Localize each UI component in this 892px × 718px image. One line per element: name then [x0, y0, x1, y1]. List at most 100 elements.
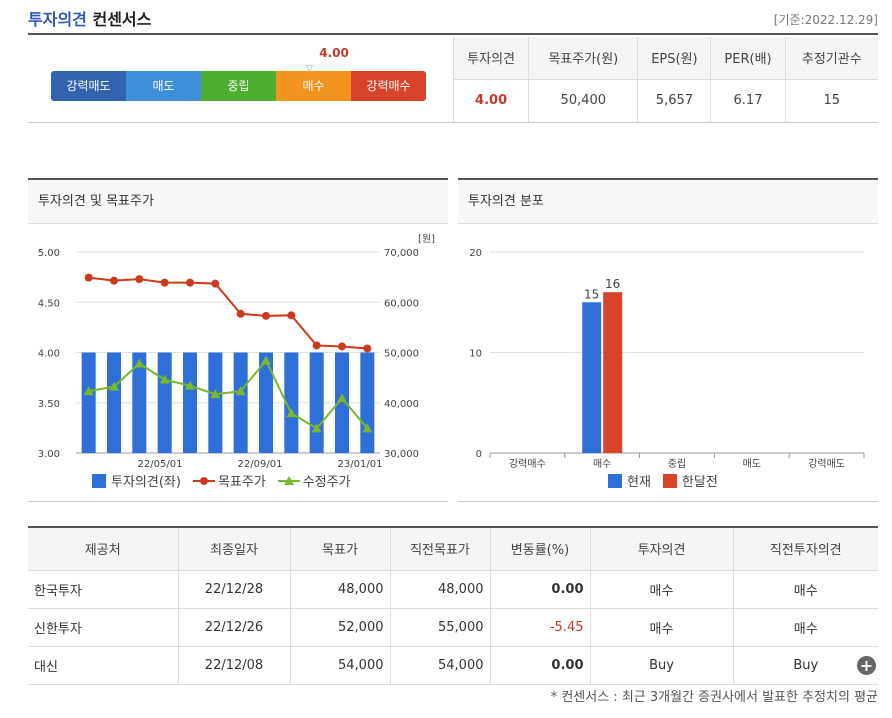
cell-firm: 신한투자 — [28, 608, 178, 647]
y-tick: 10 — [469, 349, 482, 360]
y-left-tick: 4.00 — [38, 349, 60, 360]
x-tick: 매도 — [743, 458, 761, 470]
adjusted-price-point — [109, 381, 119, 391]
section-title: 투자의견 컨센서스 — [28, 6, 151, 30]
title-rest: 컨센서스 — [92, 10, 152, 29]
chart-legend: 투자의견(좌) 목표주가 수정주가 — [92, 471, 351, 490]
cell-prev-opinion: 매수 — [732, 608, 878, 647]
table-col-header: 목표가 — [289, 527, 390, 571]
distribution-bar — [582, 302, 602, 453]
cell-target: 48,000 — [289, 570, 390, 609]
y-left-tick: 3.00 — [38, 449, 60, 460]
opinion-bar — [132, 352, 147, 453]
x-tick: 중립 — [668, 457, 686, 470]
title-highlight: 투자의견 — [28, 10, 87, 29]
cell-firm: 대신 — [28, 646, 178, 685]
opinion-bar — [107, 352, 121, 453]
opinion-bar — [233, 352, 248, 453]
cell-date: 22/12/28 — [177, 570, 290, 609]
cell-target: 52,000 — [289, 608, 390, 647]
legend-price: 수정주가 — [302, 475, 351, 490]
legend-prev-swatch — [662, 473, 677, 488]
target-price-point — [312, 341, 321, 350]
table-row: 한국투자 22/12/28 48,000 48,000 0.00 매수 매수 — [28, 570, 878, 609]
target-price-point — [338, 342, 346, 351]
opinion-distribution-chart: 20 10 0 강력매수 매수 15 16 중립 매도 강력매도 — [469, 248, 865, 470]
legend-opinion: 투자의견(좌) — [111, 475, 181, 490]
legend-prev: 한달전 — [681, 475, 718, 490]
adjusted-price-point — [311, 423, 322, 433]
opinion-distribution-panel: 투자의견 분포 20 10 0 강력매수 매수 15 16 중립 매도 강력매도 현재 한달전 — [458, 178, 878, 502]
legend-bar-swatch — [92, 473, 106, 488]
x-tick: 22/05/01 — [138, 459, 183, 470]
opinion-bar — [360, 352, 375, 453]
summary-col-header: 투자의견 — [452, 37, 529, 80]
opinion-scale: 강력매도 매도 중립 매수 강력매수 — [51, 71, 426, 101]
opinion-bar — [81, 352, 96, 453]
target-price-line — [88, 276, 368, 350]
score-marker-icon: ▽ — [306, 64, 313, 74]
cell-change: -5.45 — [489, 608, 590, 647]
target-price-point — [236, 309, 245, 318]
opinion-bar — [284, 352, 299, 453]
scale-segment: 매도 — [126, 71, 201, 101]
cell-change: 0.00 — [489, 570, 590, 609]
x-tick: 강력매수 — [509, 458, 546, 470]
table-col-header: 투자의견 — [589, 527, 733, 571]
target-price-point — [84, 273, 93, 282]
scale-segment: 강력매수 — [351, 71, 426, 101]
summary-value: 5,657 — [637, 79, 711, 122]
chart-legend: 현재 한달전 — [608, 471, 718, 490]
adjusted-price-point — [210, 389, 221, 399]
opinion-target-chart-panel: 투자의견 및 목표주가 5.00 70,000 4.50 60,000 4.00 50,0… — [28, 178, 448, 502]
opinion-bar — [157, 352, 172, 453]
y-left-tick: 3.50 — [38, 399, 60, 410]
legend-target-icon — [192, 476, 215, 485]
summary-col-header: PER(배) — [710, 37, 786, 80]
y-right-tick: 70,000 — [384, 248, 419, 259]
legend-current: 현재 — [627, 475, 651, 490]
opinion-bar — [259, 352, 273, 453]
summary-value: 50,400 — [528, 79, 638, 122]
bar-value-label: 15 — [584, 287, 599, 301]
section-header: 투자의견 컨센서스 [기준:2022.12.29] — [28, 0, 878, 35]
x-tick: 매수 — [593, 458, 611, 470]
distribution-bar — [603, 292, 623, 453]
y-right-unit: [원] — [418, 233, 435, 245]
table-row: 대신 22/12/08 54,000 54,000 0.00 Buy Buy — [28, 646, 878, 685]
scale-segment: 중립 — [201, 71, 276, 101]
opinion-target-chart: 5.00 70,000 4.50 60,000 4.00 50,000 3.50 40,000… — [38, 233, 435, 470]
adjusted-price-point — [83, 386, 94, 396]
y-tick: 0 — [476, 449, 482, 460]
table-col-header: 직전투자의견 — [732, 527, 878, 571]
adjusted-price-point — [362, 423, 373, 433]
table-col-header: 변동률(%) — [489, 527, 590, 571]
summary-col-header: EPS(원) — [637, 37, 711, 80]
plus-circle-icon[interactable]: + — [857, 656, 876, 675]
summary-value: 6.17 — [710, 79, 786, 122]
base-date: [기준:2022.12.29] — [773, 13, 878, 27]
target-price-point — [211, 279, 220, 288]
x-tick: 강력매도 — [808, 458, 845, 470]
opinion-bar — [309, 352, 324, 453]
y-right-tick: 40,000 — [384, 399, 419, 410]
adjusted-price-point — [159, 374, 170, 384]
scale-segment: 강력매도 — [51, 71, 126, 101]
table-col-header: 직전목표가 — [389, 527, 490, 571]
y-right-tick: 60,000 — [384, 298, 419, 309]
opinion-bar — [183, 352, 197, 453]
cell-opinion: 매수 — [589, 570, 733, 609]
adjusted-price-point — [337, 393, 347, 403]
adjusted-price-point — [261, 355, 271, 365]
target-price-point — [186, 278, 194, 287]
cell-firm: 한국투자 — [28, 570, 178, 609]
target-price-point — [110, 276, 118, 285]
scale-segment: 매수 — [276, 71, 351, 101]
cell-prev-target: 48,000 — [389, 570, 490, 609]
cell-prev-opinion: Buy — [732, 646, 878, 685]
summary-col-header: 목표주가(원) — [528, 37, 638, 80]
cell-opinion: 매수 — [589, 608, 733, 647]
legend-target: 목표주가 — [217, 475, 266, 490]
y-right-tick: 50,000 — [384, 349, 419, 360]
footnote: * 컨센서스 : 최근 3개월간 증권사에서 발표한 추정치의 평균 — [550, 690, 878, 705]
